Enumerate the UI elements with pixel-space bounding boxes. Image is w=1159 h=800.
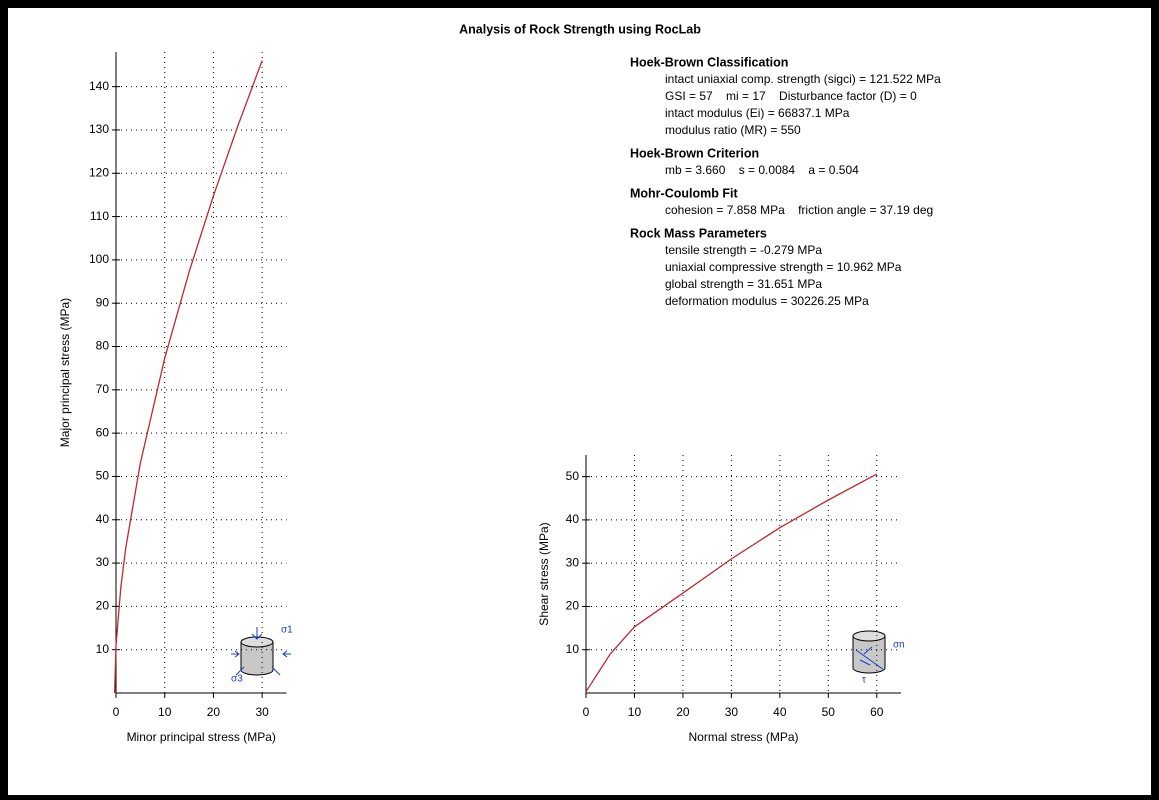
parameter-line: cohesion = 7.858 MPa friction angle = 37… xyxy=(665,203,933,217)
y-tick-label: 50 xyxy=(96,469,110,483)
parameter-line: tensile strength = -0.279 MPa xyxy=(665,243,822,257)
parameter-line: modulus ratio (MR) = 550 xyxy=(665,123,801,137)
y-tick-label: 80 xyxy=(96,339,110,353)
x-tick-label: 10 xyxy=(158,705,172,719)
y-tick-label: 40 xyxy=(566,512,580,526)
x-tick-label: 20 xyxy=(207,705,221,719)
y-tick-label: 20 xyxy=(96,599,110,613)
y-tick-label: 40 xyxy=(96,512,110,526)
canvas xyxy=(8,8,1151,795)
parameter-line: intact uniaxial comp. strength (sigci) =… xyxy=(665,72,941,86)
y-tick-label: 110 xyxy=(90,209,109,223)
parameter-line: GSI = 57 mi = 17 Disturbance factor (D) … xyxy=(665,89,917,103)
main-title: Analysis of Rock Strength using RocLab xyxy=(459,22,701,36)
icon-label: σ1 xyxy=(281,625,293,636)
section-heading: Mohr-Coulomb Fit xyxy=(630,186,738,200)
y-tick-label: 90 xyxy=(96,295,110,309)
y-tick-label: 100 xyxy=(89,252,109,266)
icon-label: σn xyxy=(893,640,905,651)
section-heading: Rock Mass Parameters xyxy=(630,226,767,240)
parameter-line: deformation modulus = 30226.25 MPa xyxy=(665,294,869,308)
y-tick-label: 10 xyxy=(96,642,110,656)
y-tick-label: 120 xyxy=(89,165,109,179)
y-tick-label: 60 xyxy=(96,425,110,439)
y-tick-label: 50 xyxy=(566,469,580,483)
y-axis-label: Major principal stress (MPa) xyxy=(58,298,72,447)
shear-icon xyxy=(853,631,885,673)
icon-label: τ xyxy=(862,675,866,686)
screen: Analysis of Rock Strength using RocLab H… xyxy=(0,0,1159,800)
parameter-line: uniaxial compressive strength = 10.962 M… xyxy=(665,260,902,274)
x-tick-label: 30 xyxy=(255,705,269,719)
y-tick-label: 30 xyxy=(566,555,580,569)
y-tick-label: 20 xyxy=(566,599,580,613)
y-tick-label: 70 xyxy=(96,382,110,396)
x-tick-label: 60 xyxy=(870,705,884,719)
x-tick-label: 0 xyxy=(113,705,120,719)
x-axis-label: Normal stress (MPa) xyxy=(688,730,798,744)
icon-label: σ3 xyxy=(231,674,243,685)
parameter-line: global strength = 31.651 MPa xyxy=(665,277,822,291)
x-tick-label: 50 xyxy=(822,705,836,719)
x-tick-label: 20 xyxy=(676,705,690,719)
y-tick-label: 140 xyxy=(89,79,109,93)
x-tick-label: 10 xyxy=(628,705,642,719)
section-heading: Hoek-Brown Criterion xyxy=(630,146,759,160)
y-tick-label: 30 xyxy=(96,555,110,569)
x-tick-label: 0 xyxy=(583,705,590,719)
x-axis-label: Minor principal stress (MPa) xyxy=(127,730,276,744)
y-tick-label: 130 xyxy=(89,122,109,136)
parameter-line: intact modulus (Ei) = 66837.1 MPa xyxy=(665,106,850,120)
y-tick-label: 10 xyxy=(566,642,580,656)
x-tick-label: 40 xyxy=(773,705,787,719)
parameter-line: mb = 3.660 s = 0.0084 a = 0.504 xyxy=(665,163,859,177)
section-heading: Hoek-Brown Classification xyxy=(630,55,788,69)
y-axis-label: Shear stress (MPa) xyxy=(537,522,551,625)
x-tick-label: 30 xyxy=(725,705,739,719)
page: Analysis of Rock Strength using RocLab H… xyxy=(0,0,1159,800)
